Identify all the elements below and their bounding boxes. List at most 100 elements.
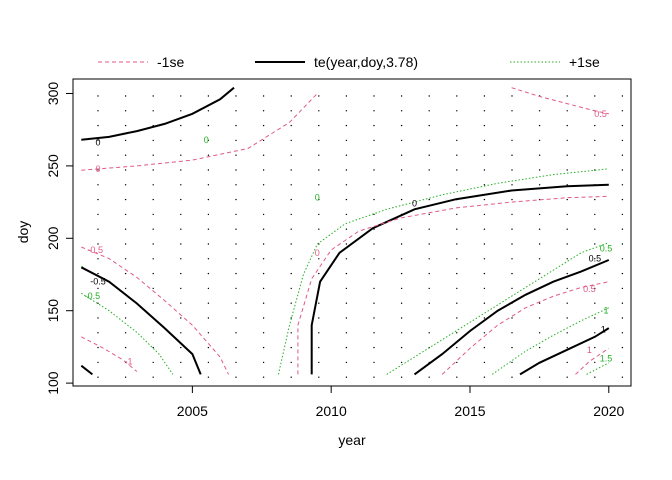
contour-te-0: [310, 183, 609, 375]
grid-dot: [456, 95, 458, 97]
grid-dot: [373, 243, 375, 245]
grid-dot: [318, 376, 320, 378]
grid-dot: [290, 228, 292, 230]
grid-dot: [428, 124, 430, 127]
grid-dot: [290, 184, 292, 186]
grid-dot: [262, 332, 265, 334]
contour-label: 1: [587, 345, 592, 355]
grid-dot: [207, 169, 210, 171]
grid-dot: [318, 124, 320, 127]
contour-plus1se-1.5: [586, 362, 610, 375]
grid-dot: [262, 169, 265, 171]
grid-dot: [594, 95, 596, 97]
grid-dot: [594, 154, 596, 156]
grid-dot: [124, 376, 127, 378]
y-tick-label: 100: [45, 371, 61, 395]
grid-dot: [318, 228, 320, 230]
grid-dot: [318, 154, 320, 156]
grid-dot: [180, 287, 182, 290]
grid-dot: [594, 317, 596, 319]
grid-dot: [207, 184, 210, 186]
grid-dot: [456, 317, 458, 319]
grid-dot: [538, 213, 541, 216]
grid-dot: [290, 198, 292, 201]
grid-dot: [152, 302, 154, 304]
grid-dot: [290, 272, 292, 275]
grid-dot: [538, 317, 541, 319]
grid-dot: [511, 154, 513, 156]
grid-dot: [373, 361, 375, 364]
grid-dot: [318, 184, 320, 186]
grid-dot: [428, 95, 430, 97]
grid-dot: [207, 272, 210, 275]
grid-dot: [538, 139, 541, 142]
grid-dot: [621, 110, 624, 112]
grid-dot: [152, 376, 154, 378]
grid-dot: [152, 95, 154, 97]
grid-dot: [538, 184, 541, 186]
grid-dot: [621, 95, 624, 97]
grid-dot: [345, 272, 348, 275]
grid-dot: [180, 302, 182, 304]
grid-dot: [538, 228, 541, 230]
grid-dot: [207, 258, 210, 260]
grid-dot: [345, 184, 348, 186]
grid-dot: [621, 184, 624, 186]
grid-dot: [594, 228, 596, 230]
grid-dot: [538, 169, 541, 171]
grid-dot: [456, 213, 458, 216]
grid-dot: [456, 332, 458, 334]
grid-dot: [621, 272, 624, 275]
grid-dot: [400, 110, 403, 112]
grid-dot: [594, 139, 596, 142]
grid-dot: [262, 317, 265, 319]
grid-dot: [97, 213, 99, 216]
grid-dot: [97, 243, 99, 245]
grid-dot: [594, 332, 596, 334]
y-axis-title: doy: [15, 221, 31, 244]
grid-dot: [345, 317, 348, 319]
grid-dot: [124, 124, 127, 127]
grid-dot: [290, 154, 292, 156]
grid-dot: [262, 243, 265, 245]
grid-dot: [97, 346, 99, 349]
grid-dot: [345, 154, 348, 156]
grid-dot: [318, 169, 320, 171]
contour-label: 0: [95, 138, 100, 148]
grid-dot: [621, 243, 624, 245]
y-tick-label: 300: [45, 82, 61, 106]
grid-dot: [207, 376, 210, 378]
grid-dot: [152, 346, 154, 349]
grid-dot: [511, 95, 513, 97]
contour-minus1se--0.5: [81, 246, 229, 375]
contour-plus1se--0.5: [81, 292, 174, 375]
grid-dot: [152, 110, 154, 112]
grid-dot: [235, 154, 237, 156]
grid-dot: [373, 95, 375, 97]
grid-dot: [235, 332, 237, 334]
grid-dot: [456, 243, 458, 245]
grid-dot: [621, 228, 624, 230]
grid-dot: [428, 376, 430, 378]
contour-label: -0.5: [90, 277, 106, 287]
grid-dot: [345, 198, 348, 201]
grid-dot: [456, 376, 458, 378]
grid-dot: [262, 184, 265, 186]
grid-dot: [400, 139, 403, 142]
grid-dot: [290, 110, 292, 112]
grid-dot: [235, 258, 237, 260]
grid-dot: [594, 287, 596, 290]
grid-dot: [124, 258, 127, 260]
grid-dot: [373, 184, 375, 186]
grid-dot: [124, 332, 127, 334]
grid-dot: [511, 332, 513, 334]
grid-dot: [207, 124, 210, 127]
grid-dot: [262, 272, 265, 275]
grid-dot: [235, 124, 237, 127]
grid-dot: [290, 332, 292, 334]
grid-dot: [566, 95, 568, 97]
grid-dot: [373, 376, 375, 378]
grid-dot: [566, 213, 568, 216]
grid-dot: [483, 287, 486, 290]
